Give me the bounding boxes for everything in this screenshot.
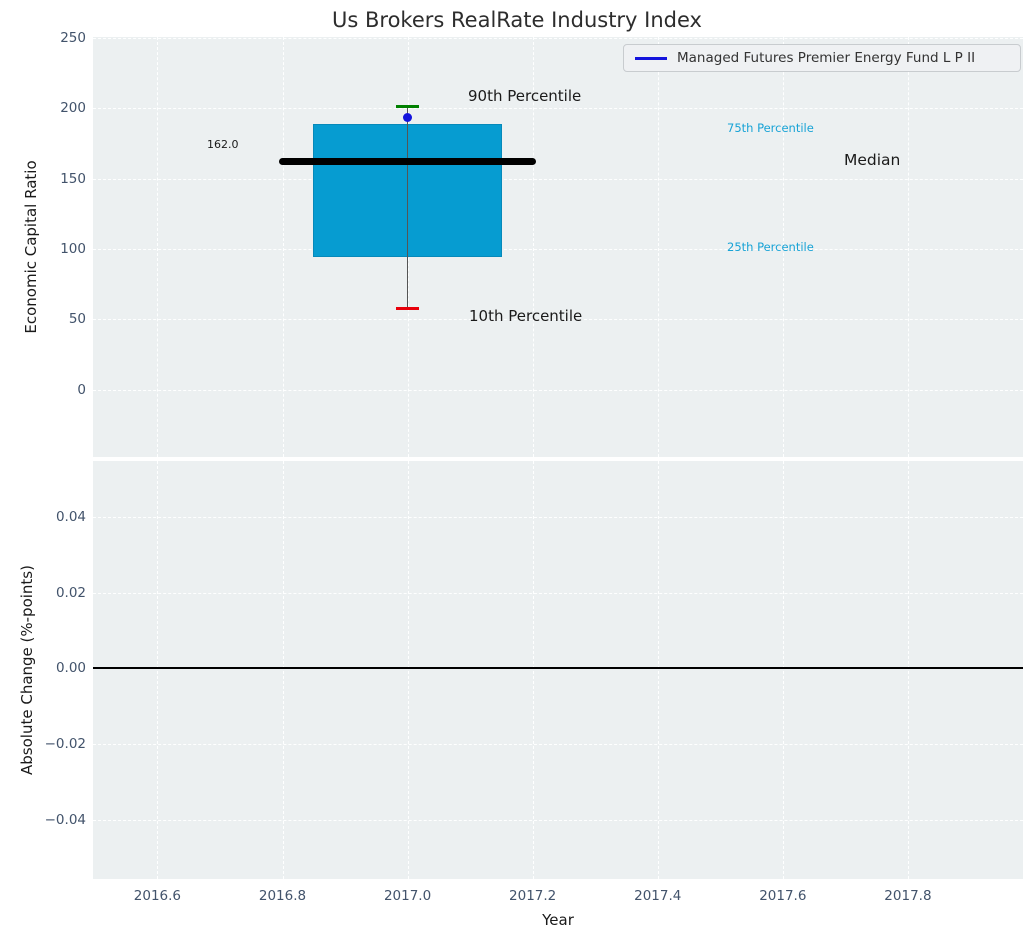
annotation-10th-percentile: 10th Percentile: [469, 307, 583, 325]
x-tick-label: 2016.8: [258, 888, 307, 904]
boxplot-cap-90th: [395, 105, 420, 109]
x-axis-label: Year: [542, 911, 574, 929]
bottom-y-axis-label: Absolute Change (%-points): [18, 565, 36, 775]
gridline-horizontal: [93, 248, 1023, 250]
x-tick-label: 2017.2: [509, 888, 557, 904]
fund-data-point: [403, 113, 413, 123]
top-y-tick-label: 0: [77, 381, 86, 398]
annotation-25th-percentile: 25th Percentile: [727, 240, 814, 254]
gridline-vertical: [407, 461, 409, 879]
annotation-median-value: 162.0: [207, 138, 239, 151]
legend-label: Managed Futures Premier Energy Fund L P …: [677, 50, 976, 66]
gridline-vertical: [657, 461, 659, 879]
gridline-vertical: [282, 461, 284, 879]
bottom-axes-absolute-change: [93, 461, 1023, 879]
gridline-vertical: [157, 461, 159, 879]
bottom-y-tick-label: −0.02: [44, 736, 86, 753]
top-y-tick-label: 100: [60, 240, 86, 257]
gridline-horizontal: [93, 37, 1023, 39]
gridline-vertical: [532, 461, 534, 879]
gridline-vertical: [532, 37, 534, 457]
gridline-vertical: [657, 37, 659, 457]
x-tick-label: 2016.6: [133, 888, 182, 904]
legend-line-swatch: [635, 56, 667, 60]
top-axes-economic-capital-ratio: [93, 37, 1023, 457]
bottom-y-tick-label: −0.04: [44, 811, 86, 828]
boxplot-cap-10th: [395, 306, 420, 310]
annotation-median: Median: [844, 151, 901, 169]
gridline-vertical: [782, 37, 784, 457]
top-y-tick-label: 200: [60, 100, 86, 117]
gridline-horizontal: [93, 819, 1023, 821]
boxplot-whisker: [406, 106, 409, 309]
annotation-75th-percentile: 75th Percentile: [727, 121, 814, 135]
bottom-y-tick-label: 0.02: [55, 584, 86, 601]
legend: Managed Futures Premier Energy Fund L P …: [623, 44, 1021, 72]
x-tick-label: 2017.8: [884, 888, 932, 904]
chart-title: Us Brokers RealRate Industry Index: [332, 8, 702, 32]
x-tick-label: 2017.6: [759, 888, 807, 904]
x-tick-label: 2017.0: [383, 888, 432, 904]
gridline-horizontal: [93, 744, 1023, 746]
boxplot-median-line: [279, 158, 536, 166]
gridline-horizontal: [93, 108, 1023, 110]
gridline-horizontal: [93, 178, 1023, 180]
annotation-90th-percentile: 90th Percentile: [468, 87, 582, 105]
top-y-tick-label: 50: [68, 311, 86, 328]
gridline-vertical: [907, 461, 909, 879]
gridline-vertical: [282, 37, 284, 457]
bottom-y-tick-label: 0.04: [55, 508, 86, 525]
top-y-tick-label: 250: [60, 29, 86, 46]
gridline-horizontal: [93, 389, 1023, 391]
gridline-horizontal: [93, 592, 1023, 594]
gridline-horizontal: [93, 516, 1023, 518]
top-y-tick-label: 150: [60, 170, 86, 187]
bottom-y-tick-label: 0.00: [55, 660, 86, 677]
zero-line: [93, 667, 1023, 670]
gridline-vertical: [782, 461, 784, 879]
x-tick-label: 2017.4: [634, 888, 682, 904]
gridline-horizontal: [93, 319, 1023, 321]
gridline-vertical: [157, 37, 159, 457]
gridline-vertical: [907, 37, 909, 457]
